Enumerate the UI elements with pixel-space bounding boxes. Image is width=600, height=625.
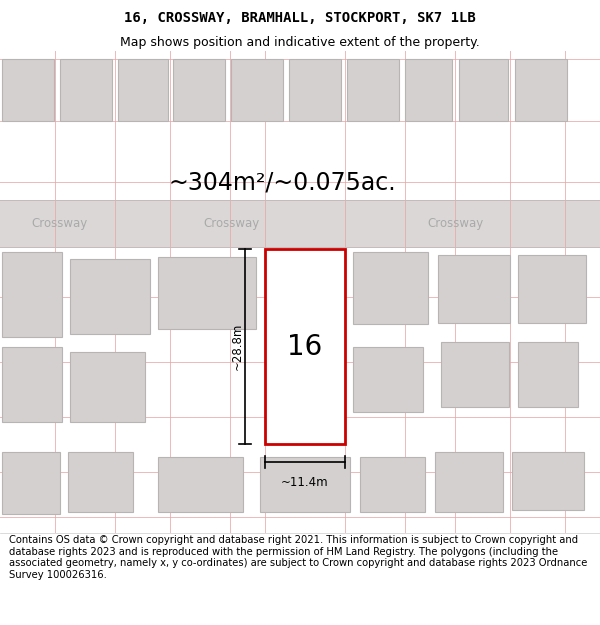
Text: Crossway: Crossway <box>204 217 260 230</box>
Text: Crossway: Crossway <box>427 217 483 230</box>
Bar <box>70 352 145 422</box>
Text: ~304m²/~0.075ac.: ~304m²/~0.075ac. <box>168 171 396 194</box>
Bar <box>289 59 341 121</box>
Bar <box>2 452 60 514</box>
Bar <box>173 59 225 121</box>
Bar <box>118 59 168 121</box>
Bar <box>435 452 503 512</box>
Bar <box>60 59 112 121</box>
Bar <box>360 458 425 512</box>
Bar <box>518 255 586 323</box>
Text: ~28.8m: ~28.8m <box>230 323 244 370</box>
Text: 16: 16 <box>287 332 323 361</box>
Bar <box>347 59 399 121</box>
Bar <box>441 342 509 407</box>
Bar <box>438 255 510 323</box>
Text: ~11.4m: ~11.4m <box>281 476 329 489</box>
Bar <box>353 347 423 413</box>
Text: Contains OS data © Crown copyright and database right 2021. This information is : Contains OS data © Crown copyright and d… <box>9 535 587 580</box>
Text: Crossway: Crossway <box>32 217 88 230</box>
Text: Map shows position and indicative extent of the property.: Map shows position and indicative extent… <box>120 36 480 49</box>
Bar <box>515 59 567 121</box>
Bar <box>2 59 54 121</box>
Bar <box>158 257 256 329</box>
Bar <box>512 452 584 511</box>
Bar <box>353 252 428 324</box>
Bar <box>405 59 452 121</box>
Bar <box>2 252 62 337</box>
Bar <box>70 259 150 334</box>
Bar <box>265 249 345 444</box>
Bar <box>231 59 283 121</box>
Bar <box>260 458 350 512</box>
Bar <box>0 199 600 247</box>
Text: 16, CROSSWAY, BRAMHALL, STOCKPORT, SK7 1LB: 16, CROSSWAY, BRAMHALL, STOCKPORT, SK7 1… <box>124 11 476 25</box>
Bar <box>2 347 62 423</box>
Bar <box>518 342 578 407</box>
Bar <box>158 458 243 512</box>
Bar <box>459 59 508 121</box>
Bar <box>68 452 133 512</box>
